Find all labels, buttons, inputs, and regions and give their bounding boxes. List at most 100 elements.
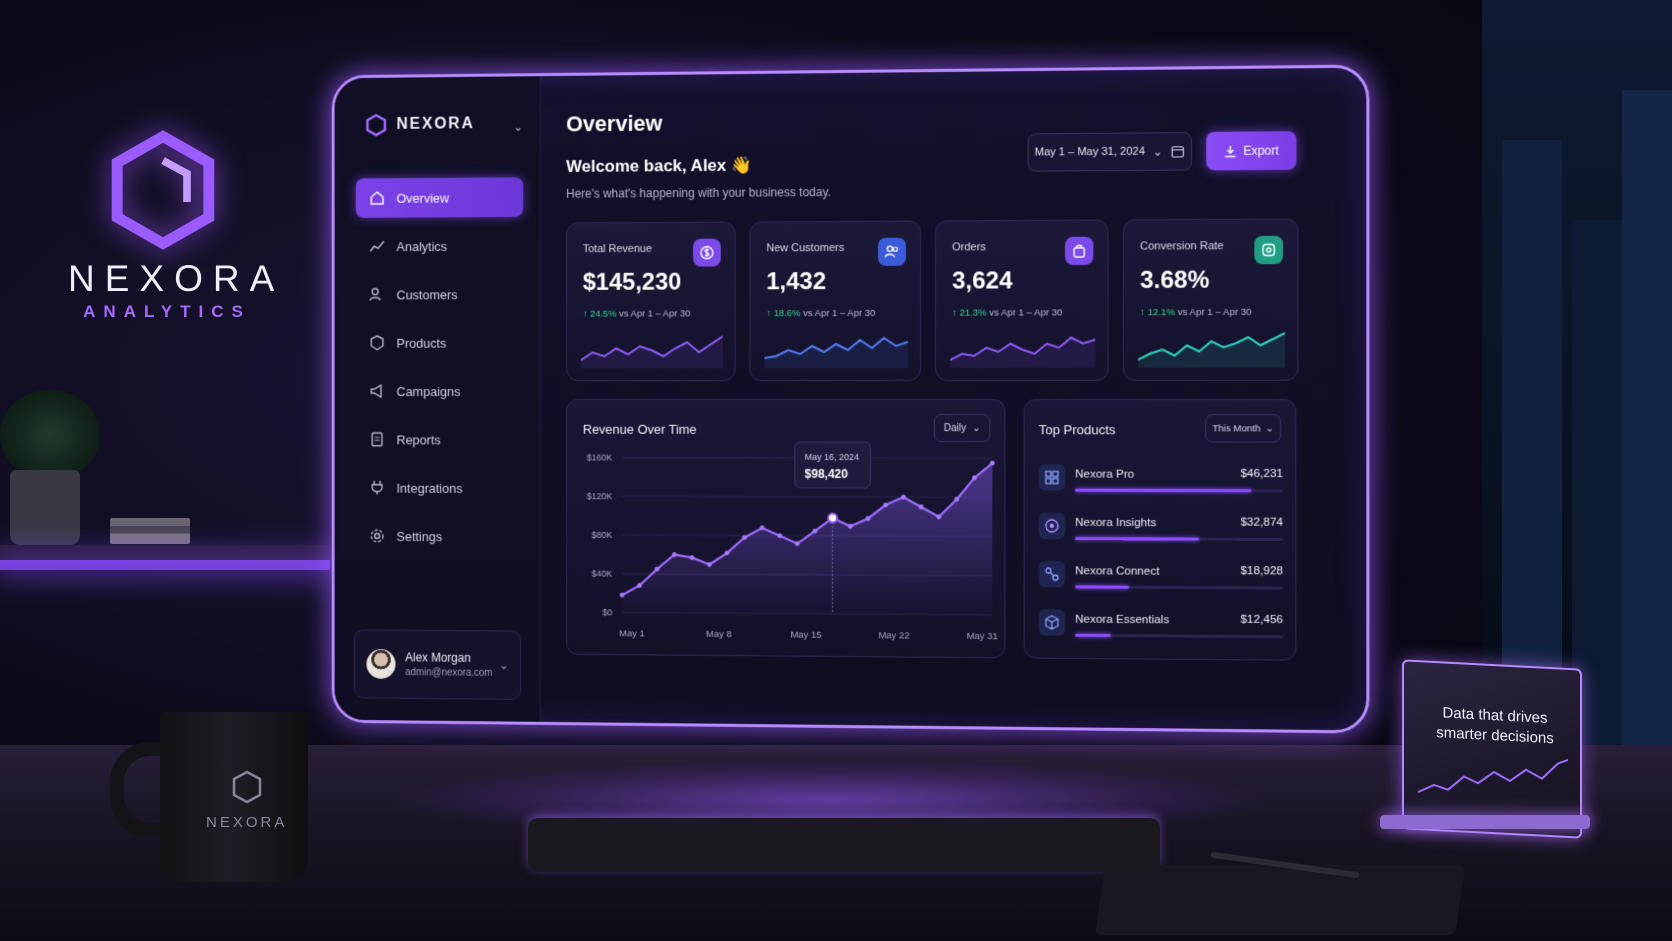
product-row[interactable]: Nexora Connect $18,928 <box>1039 559 1283 609</box>
data-point[interactable] <box>637 583 642 588</box>
kpi-sparkline <box>581 330 723 368</box>
data-point[interactable] <box>742 535 747 540</box>
data-point[interactable] <box>866 516 871 521</box>
gear-icon <box>369 528 384 544</box>
data-point[interactable] <box>828 513 837 522</box>
product-row[interactable]: Nexora Insights $32,874 <box>1039 511 1283 561</box>
chart-tooltip <box>795 442 871 488</box>
kpi-label: New Customers <box>766 242 844 254</box>
sidebar-item-label: Analytics <box>397 239 448 254</box>
product-share-fill <box>1075 634 1110 637</box>
main-content: Overview Welcome back, Alex 👋 Here's wha… <box>541 68 1367 731</box>
notebook <box>1095 865 1465 935</box>
export-button[interactable]: Export <box>1206 131 1296 170</box>
data-point[interactable] <box>990 461 995 466</box>
data-point[interactable] <box>848 524 853 529</box>
product-name: Nexora Insights <box>1075 517 1156 529</box>
chart-icon <box>369 238 384 254</box>
revenue-area-chart[interactable]: $0 $40K $80K $120K $160K May 1 May 8 May 15 May … <box>567 440 1006 658</box>
chevron-down-icon[interactable]: ⌄ <box>513 120 523 134</box>
data-point[interactable] <box>777 533 782 538</box>
data-point[interactable] <box>954 497 959 502</box>
data-point[interactable] <box>707 562 712 567</box>
sidebar-item-settings[interactable]: Settings <box>356 516 523 556</box>
data-point[interactable] <box>725 551 730 556</box>
data-point[interactable] <box>883 503 888 508</box>
city-window <box>1482 0 1672 760</box>
product-share-bar <box>1075 537 1283 541</box>
top-products-range-select[interactable]: This Month ⌄ <box>1205 414 1281 442</box>
top-products-title: Top Products <box>1039 422 1116 437</box>
app-logo[interactable]: NEXORA <box>366 112 522 137</box>
product-row[interactable]: Nexora Essentials $12,456 <box>1039 607 1283 657</box>
y-tick-label: $120K <box>587 491 613 501</box>
grid-icon <box>1039 464 1065 490</box>
data-point[interactable] <box>972 475 977 480</box>
data-point[interactable] <box>795 541 800 546</box>
product-name: Nexora Essentials <box>1075 614 1169 627</box>
desk-card-sparkline <box>1418 748 1568 806</box>
product-revenue: $32,874 <box>1240 516 1283 528</box>
product-row[interactable]: Nexora Pro $46,231 <box>1039 462 1283 511</box>
product-share-fill <box>1075 537 1199 541</box>
kpi-card[interactable]: Total Revenue $145,230 ↑ 24.5% vs Apr 1 … <box>566 222 736 382</box>
brand-subtitle: ANALYTICS <box>58 302 268 322</box>
books <box>110 518 190 544</box>
date-range-picker[interactable]: May 1 – May 31, 2024 ⌄ <box>1028 132 1192 172</box>
chart-title: Revenue Over Time <box>583 422 697 437</box>
kpi-change-percent: 24.5% <box>590 309 616 320</box>
sidebar-item-customers[interactable]: Customers <box>356 274 523 314</box>
kpi-change: ↑ 24.5% vs Apr 1 – Apr 30 <box>583 308 691 319</box>
data-point[interactable] <box>937 514 942 519</box>
sidebar-item-analytics[interactable]: Analytics <box>356 226 523 266</box>
dollar-icon <box>693 239 721 267</box>
user-name: Alex Morgan <box>405 650 492 665</box>
kpi-change-percent: 21.3% <box>960 308 987 319</box>
user-email: admin@nexora.com <box>405 667 492 679</box>
y-tick-label: $0 <box>602 607 612 617</box>
link-icon <box>1039 561 1065 587</box>
product-share-fill <box>1075 489 1252 493</box>
data-point[interactable] <box>813 529 818 534</box>
target-icon <box>1039 513 1065 539</box>
page-title: Overview <box>566 111 662 138</box>
data-point[interactable] <box>672 552 677 557</box>
sidebar-item-overview[interactable]: Overview <box>356 177 523 218</box>
data-point[interactable] <box>690 555 695 560</box>
tooltip-date: May 16, 2024 <box>805 452 859 462</box>
plant <box>0 390 100 480</box>
sidebar-item-products[interactable]: Products <box>356 323 523 363</box>
y-tick-label: $80K <box>592 530 613 540</box>
kpi-card[interactable]: New Customers 1,432 ↑ 18.6% vs Apr 1 – A… <box>749 221 921 381</box>
kpi-label: Conversion Rate <box>1140 240 1224 253</box>
data-point[interactable] <box>760 525 765 530</box>
top-products-range-value: This Month <box>1212 423 1260 434</box>
sidebar: NEXORA ⌄ Overview Analytics Customers Pr… <box>335 76 541 722</box>
bag-icon <box>1065 237 1093 265</box>
user-profile[interactable]: Alex Morgan admin@nexora.com ⌄ <box>354 629 521 700</box>
kpi-value: 3,624 <box>952 267 1012 295</box>
y-tick-label: $160K <box>587 452 613 462</box>
data-point[interactable] <box>901 495 906 500</box>
sidebar-item-campaigns[interactable]: Campaigns <box>356 371 523 411</box>
users-icon <box>878 238 906 266</box>
revenue-chart-card: Revenue Over Time Daily ⌄ $0 $40K $80K $120… <box>566 399 1005 658</box>
kpi-sparkline <box>1138 329 1285 368</box>
sidebar-item-label: Products <box>397 335 447 350</box>
desk-card: Data that drives smarter decisions <box>1402 659 1582 838</box>
sidebar-item-reports[interactable]: Reports <box>356 420 523 460</box>
cube-icon <box>1039 609 1065 635</box>
top-products-list: Nexora Pro $46,231 Nexora Insights $32,8… <box>1039 462 1283 657</box>
chart-range-select[interactable]: Daily ⌄ <box>934 414 990 442</box>
file-icon <box>369 432 384 448</box>
data-point[interactable] <box>655 567 660 572</box>
kpi-card[interactable]: Conversion Rate 3.68% ↑ 12.1% vs Apr 1 –… <box>1123 218 1299 380</box>
data-point[interactable] <box>919 505 924 510</box>
kpi-card[interactable]: Orders 3,624 ↑ 21.3% vs Apr 1 – Apr 30 <box>935 219 1109 380</box>
product-share-fill <box>1075 585 1129 588</box>
kpi-label: Orders <box>952 241 986 253</box>
data-point[interactable] <box>620 593 625 598</box>
chevron-down-icon[interactable]: ⌄ <box>499 659 508 672</box>
sidebar-item-integrations[interactable]: Integrations <box>356 468 523 508</box>
export-label: Export <box>1243 144 1279 158</box>
